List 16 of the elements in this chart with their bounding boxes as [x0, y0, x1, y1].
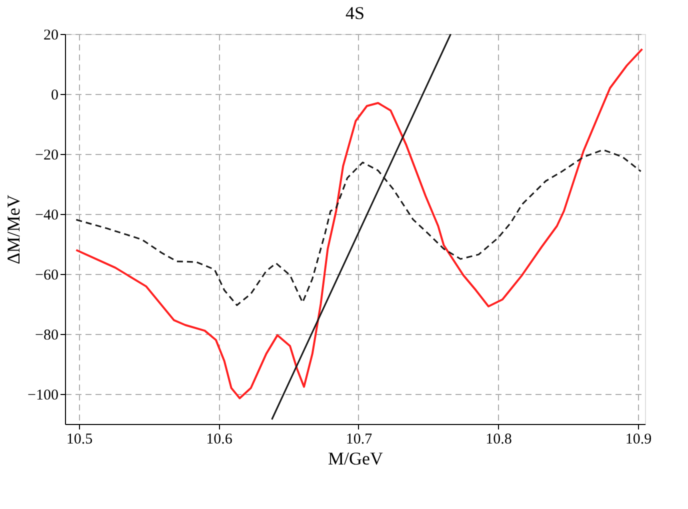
y-axis-title: ΔM/MeV: [4, 194, 24, 264]
y-tick-label: −100: [28, 388, 58, 404]
line-series: [75, 48, 644, 400]
y-tick-label: −20: [35, 148, 58, 164]
y-tick-label: −80: [35, 328, 58, 344]
y-tick-label: −40: [35, 208, 58, 224]
chart-title: 4S: [345, 3, 365, 23]
y-tick-label: 0: [51, 88, 58, 104]
x-tick-label: 10.5: [66, 432, 93, 448]
x-tick-label: 10.6: [206, 432, 233, 448]
y-tick-label: 20: [44, 28, 58, 44]
x-tick-label: 10.8: [486, 432, 512, 448]
x-tick-label: 10.7: [346, 432, 373, 448]
x-axis-title: M/GeV: [328, 448, 383, 468]
y-tick-label: −60: [35, 268, 58, 284]
x-tick-label: 10.9: [625, 432, 652, 448]
